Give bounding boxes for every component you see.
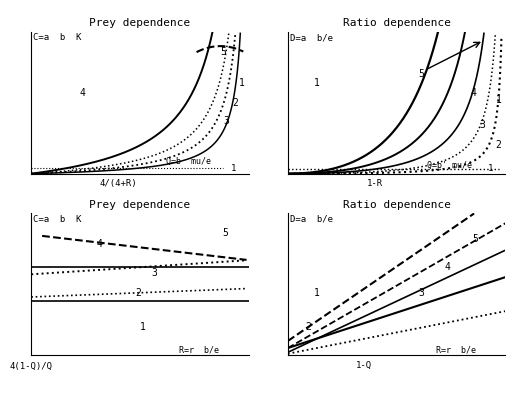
Text: 1-Q: 1-Q [356,361,372,370]
Text: C=a  b  K: C=a b K [33,34,82,42]
Text: 5: 5 [222,228,229,238]
Text: 4: 4 [79,88,85,98]
Text: 1: 1 [495,95,501,105]
Text: 2: 2 [232,98,238,108]
Text: 1: 1 [488,164,493,173]
Text: Prey dependence: Prey dependence [90,18,191,28]
Text: 1: 1 [314,288,320,298]
Text: R=r  b/e: R=r b/e [179,345,219,354]
Text: D=a  b/e: D=a b/e [290,215,333,224]
Text: D=a  b/e: D=a b/e [290,34,333,42]
Text: Q=b' mu/e: Q=b' mu/e [427,161,472,170]
Text: 2: 2 [305,322,311,332]
Text: 3: 3 [151,268,157,278]
Text: 3: 3 [418,288,424,298]
Text: 1: 1 [239,78,245,88]
Text: 4: 4 [444,262,450,272]
Text: Ratio dependence: Ratio dependence [343,200,451,210]
Text: 4/(4+R): 4/(4+R) [100,180,137,188]
Text: 4(1-Q)/Q: 4(1-Q)/Q [9,362,53,371]
Text: 5: 5 [220,47,226,57]
Text: 1: 1 [314,78,320,88]
Text: 3: 3 [479,120,485,130]
Text: Ratio dependence: Ratio dependence [343,18,451,28]
Text: 2: 2 [495,140,501,150]
Text: 3: 3 [224,116,230,126]
Text: 4: 4 [96,239,103,249]
Text: C=a  b  K: C=a b K [33,215,82,224]
Text: 1: 1 [231,164,237,173]
Text: R=r  b/e: R=r b/e [436,345,476,354]
Text: 5: 5 [473,234,479,244]
Text: 4: 4 [470,88,476,98]
Text: 2: 2 [135,288,142,298]
Text: Q=b  mu/e: Q=b mu/e [166,157,211,166]
Text: 1-R: 1-R [367,180,383,188]
Text: 1: 1 [140,322,146,332]
Text: Prey dependence: Prey dependence [90,200,191,210]
Text: 5: 5 [418,69,424,79]
